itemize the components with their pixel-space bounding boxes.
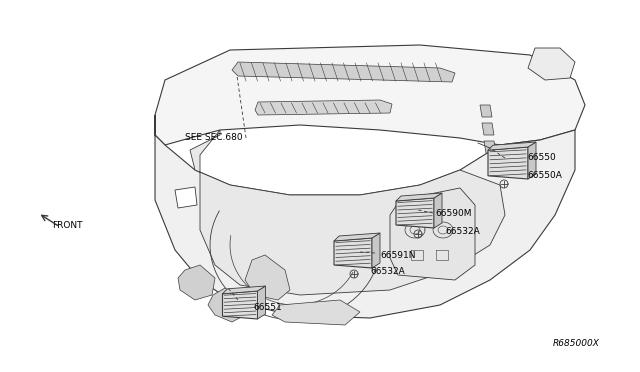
Polygon shape <box>372 233 380 268</box>
Text: 66532A: 66532A <box>370 267 404 276</box>
Polygon shape <box>208 288 245 322</box>
Polygon shape <box>232 62 455 82</box>
Text: 66550: 66550 <box>527 154 556 163</box>
Text: SEE SEC.680: SEE SEC.680 <box>185 134 243 142</box>
Polygon shape <box>255 100 392 115</box>
Text: 66550A: 66550A <box>527 171 562 180</box>
Polygon shape <box>480 105 492 117</box>
Polygon shape <box>396 198 434 228</box>
Polygon shape <box>488 147 528 179</box>
Text: 66591N: 66591N <box>380 250 415 260</box>
Polygon shape <box>223 286 266 294</box>
Polygon shape <box>528 142 536 179</box>
Text: FRONT: FRONT <box>52 221 83 230</box>
Polygon shape <box>390 188 475 280</box>
Polygon shape <box>223 291 257 319</box>
Polygon shape <box>155 115 575 318</box>
Polygon shape <box>272 300 360 325</box>
Polygon shape <box>482 123 494 135</box>
Text: R685000X: R685000X <box>553 339 600 348</box>
Text: 66551: 66551 <box>253 304 282 312</box>
Polygon shape <box>178 265 215 300</box>
Polygon shape <box>190 130 505 295</box>
Polygon shape <box>334 238 372 268</box>
Polygon shape <box>484 141 496 153</box>
Polygon shape <box>245 255 290 300</box>
Polygon shape <box>396 193 442 201</box>
Polygon shape <box>155 45 585 145</box>
Polygon shape <box>334 233 380 241</box>
Text: 66532A: 66532A <box>445 227 480 235</box>
Text: 66590M: 66590M <box>435 208 472 218</box>
Polygon shape <box>434 193 442 228</box>
Polygon shape <box>488 142 536 150</box>
Polygon shape <box>528 48 575 80</box>
Polygon shape <box>257 286 266 319</box>
Polygon shape <box>175 187 197 208</box>
